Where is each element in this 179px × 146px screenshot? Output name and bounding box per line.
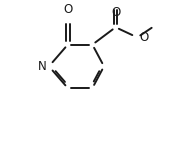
Text: O: O xyxy=(139,31,149,44)
Text: N: N xyxy=(38,60,47,73)
Text: O: O xyxy=(111,6,120,19)
Text: O: O xyxy=(63,3,72,16)
